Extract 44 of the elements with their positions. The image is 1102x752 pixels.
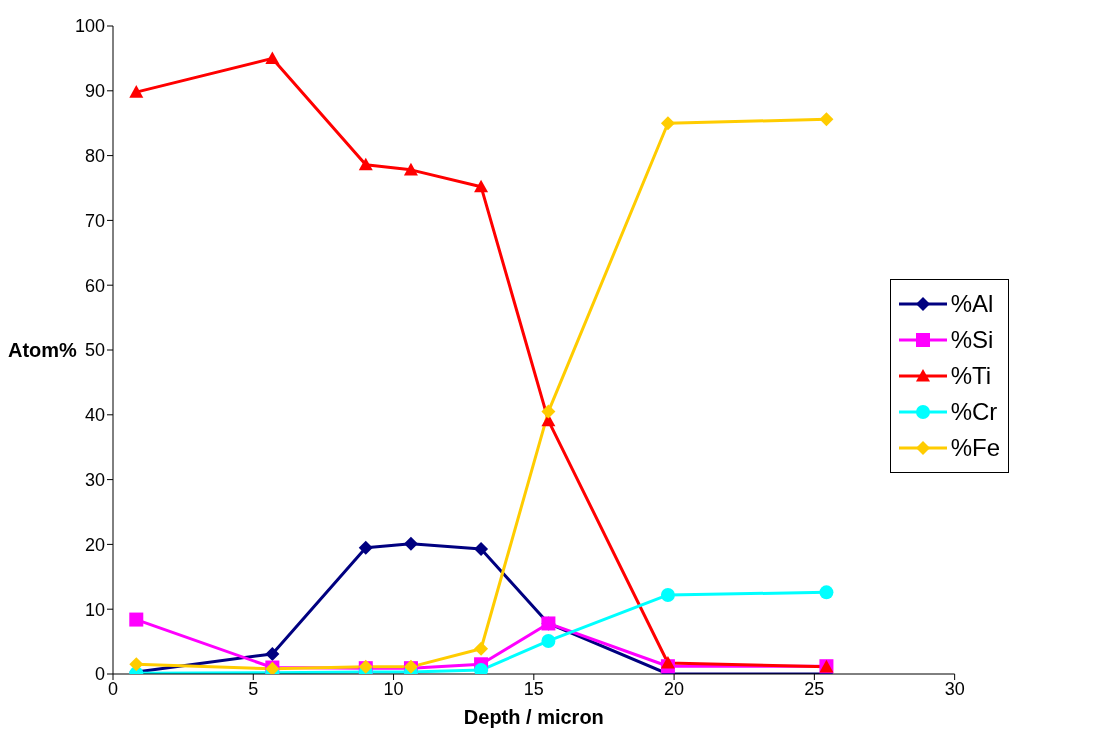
x-tick-label: 15 <box>523 678 544 699</box>
legend-label: %Fe <box>950 434 1000 462</box>
x-axis-title: Depth / micron <box>463 706 604 728</box>
x-tick-label: 5 <box>248 678 259 699</box>
y-tick-label: 20 <box>84 534 105 555</box>
y-tick-label: 70 <box>84 210 105 231</box>
x-tick-label: 25 <box>804 678 825 699</box>
y-tick-label: 50 <box>84 340 105 361</box>
point <box>265 646 280 661</box>
point <box>819 112 834 127</box>
legend-label: %Cr <box>950 398 998 426</box>
y-tick-label: 60 <box>84 275 105 296</box>
x-tick-label: 10 <box>383 678 404 699</box>
point <box>129 85 144 98</box>
y-axis-title: Atom% <box>8 339 78 362</box>
point <box>474 179 489 193</box>
point <box>129 612 144 627</box>
y-tick-label: 90 <box>84 81 105 102</box>
y-tick-label: 40 <box>84 405 105 426</box>
legend-label: %Al <box>950 290 994 318</box>
x-tick-label: 0 <box>107 678 119 699</box>
point <box>358 540 373 555</box>
y-tick-label: 30 <box>84 469 105 490</box>
legend-label: %Si <box>950 326 994 354</box>
point <box>660 655 675 669</box>
y-tick-label: 80 <box>84 145 105 166</box>
y-tick-label: 100 <box>74 16 105 37</box>
point <box>474 641 489 656</box>
x-tick-label: 30 <box>944 678 965 699</box>
point <box>660 587 675 602</box>
point <box>474 541 489 556</box>
point <box>541 633 556 648</box>
point <box>541 404 556 419</box>
point <box>358 157 373 171</box>
point <box>403 536 418 551</box>
point <box>819 585 834 600</box>
y-tick-label: 0 <box>94 664 105 685</box>
point <box>660 116 675 131</box>
y-tick-label: 10 <box>84 599 105 620</box>
legend-label: %Ti <box>950 362 992 390</box>
point <box>129 657 144 672</box>
point <box>265 51 280 64</box>
x-tick-label: 20 <box>664 678 685 699</box>
point <box>403 162 418 176</box>
